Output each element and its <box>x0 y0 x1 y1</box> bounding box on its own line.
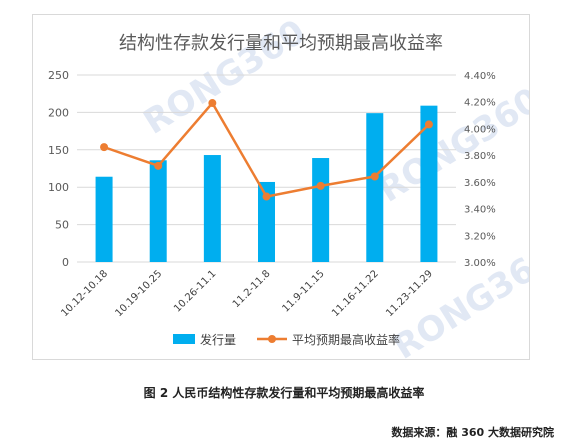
legend-line-label: 平均预期最高收益率 <box>292 332 400 347</box>
legend-bar-label: 发行量 <box>200 332 236 347</box>
y-left-tick-label: 100 <box>48 181 69 194</box>
bar <box>95 176 113 262</box>
line-point <box>154 161 163 170</box>
line-point <box>424 120 433 129</box>
bar <box>366 113 384 262</box>
y-right-tick-label: 4.20% <box>464 98 496 109</box>
line-point <box>208 99 217 108</box>
bar <box>312 158 330 262</box>
figure-caption: 图 2 人民币结构性存款发行量和平均预期最高收益率 <box>143 386 425 400</box>
line-point <box>316 181 325 190</box>
legend: 发行量 平均预期最高收益率 <box>173 332 400 347</box>
bar <box>149 160 167 262</box>
bar <box>258 181 275 262</box>
y-left-tick-label: 250 <box>48 69 69 82</box>
legend-bar-swatch <box>173 334 195 344</box>
y-right-tick-label: 4.40% <box>464 71 496 82</box>
chart-title: 结构性存款发行量和平均预期最高收益率 <box>119 33 443 54</box>
x-tick-label: 11.9-11.15 <box>280 268 326 314</box>
bar <box>203 155 221 262</box>
legend-line-marker <box>268 335 276 343</box>
x-tick-label: 10.12-10.18 <box>59 268 110 319</box>
y-left-tick-label: 0 <box>62 256 69 269</box>
y-right-tick-label: 3.00% <box>464 258 496 269</box>
y-left-tick-label: 200 <box>48 106 69 119</box>
x-tick-label: 10.26-11.1 <box>172 268 218 314</box>
line-point <box>100 143 109 152</box>
chart: RONG360 RONG360 RONG360 结构性存款发行量和平均预期最高收… <box>48 15 529 359</box>
line-point <box>370 172 379 181</box>
line-point <box>262 192 271 201</box>
x-tick-label: 11.16-11.22 <box>330 268 381 319</box>
plot-area: 0 50 100 150 200 250 3.00% 3.20% 3.40% 3.60% 3.80%… <box>48 69 496 319</box>
y-left-tick-label: 150 <box>48 144 69 157</box>
data-source: 数据来源：融 360 大数据研究院 <box>391 426 554 439</box>
y-right-tick-label: 4.00% <box>464 124 496 135</box>
y-right-tick-label: 3.20% <box>464 231 496 242</box>
y-right-tick-label: 3.40% <box>464 205 496 216</box>
watermark-mid: RONG360 <box>372 80 529 211</box>
y-right-tick-label: 3.80% <box>464 151 496 162</box>
y-right-tick-label: 3.60% <box>464 178 496 189</box>
y-left-tick-label: 50 <box>55 219 69 232</box>
bar <box>420 105 438 262</box>
chart-frame: RONG360 RONG360 RONG360 结构性存款发行量和平均预期最高收… <box>32 14 530 360</box>
x-tick-label: 11.2-11.8 <box>231 268 273 310</box>
x-tick-label: 10.19-10.25 <box>114 268 165 319</box>
